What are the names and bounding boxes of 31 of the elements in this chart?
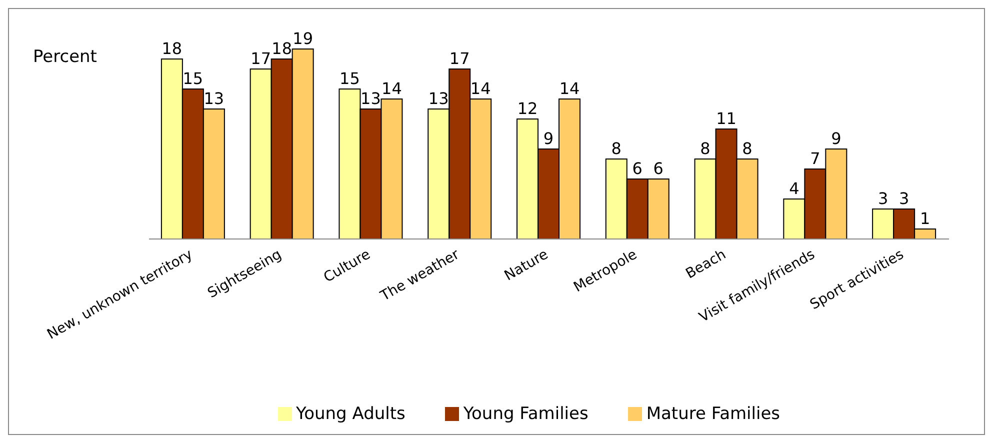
- data-label: 6: [632, 159, 642, 178]
- data-label: 17: [449, 49, 470, 68]
- data-label: 13: [360, 89, 381, 108]
- data-label: 6: [653, 159, 664, 178]
- data-label: 14: [382, 79, 402, 98]
- data-label: 4: [789, 179, 800, 198]
- data-label: 9: [543, 129, 554, 148]
- data-label: 7: [810, 149, 820, 168]
- data-label: 8: [700, 139, 710, 158]
- data-label: 13: [204, 89, 224, 108]
- legend-label: Young Families: [463, 404, 588, 424]
- legend-label: Young Adults: [296, 404, 406, 424]
- data-label: 9: [831, 129, 842, 148]
- data-label: 11: [716, 109, 736, 128]
- data-label: 15: [182, 69, 204, 88]
- data-label: 3: [898, 189, 910, 208]
- data-label: 8: [742, 139, 752, 158]
- data-label: 12: [517, 99, 538, 118]
- data-label: 17: [250, 49, 272, 68]
- data-label: 13: [428, 89, 449, 108]
- data-label: 14: [559, 79, 580, 98]
- y-axis-title: Percent: [33, 47, 97, 67]
- data-label: 19: [292, 29, 314, 48]
- data-label: 14: [470, 79, 491, 98]
- data-label: 15: [340, 69, 360, 88]
- data-label: 3: [878, 189, 888, 208]
- legend-label: Mature Families: [646, 404, 780, 424]
- data-label: 8: [611, 139, 622, 158]
- data-label: 1: [920, 209, 930, 228]
- data-label: 18: [162, 39, 182, 58]
- data-label: 18: [272, 39, 292, 58]
